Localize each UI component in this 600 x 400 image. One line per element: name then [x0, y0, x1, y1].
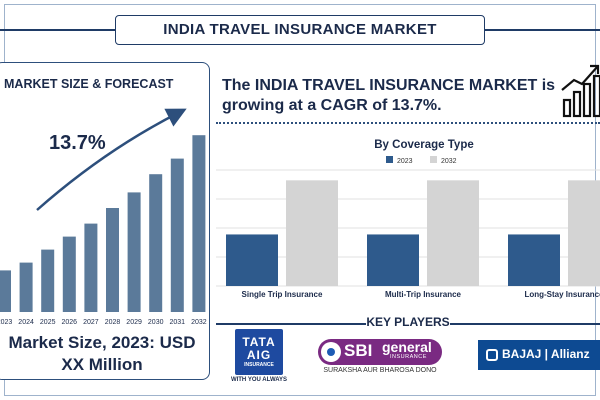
forecast-bar: [106, 208, 119, 312]
forecast-heading: MARKET SIZE & FORECAST: [4, 77, 174, 91]
forecast-year-label: 2031: [170, 319, 186, 326]
tata-logo-line-3: INSURANCE: [244, 362, 274, 368]
legend-label-2023: 2023: [397, 158, 413, 165]
coverage-legend: 2023 2032: [386, 156, 457, 165]
coverage-bar-chart: By Coverage Type 2023 2032 Single Trip I…: [216, 139, 600, 299]
coverage-bar-2023: [508, 234, 560, 286]
tata-tagline: WITH YOU ALWAYS: [230, 377, 288, 383]
forecast-bar: [0, 270, 11, 312]
forecast-bar: [19, 262, 33, 312]
forecast-year-label: 2026: [62, 319, 78, 326]
coverage-category-label: Long-Stay Insurance: [524, 290, 600, 299]
title-band: INDIA TRAVEL INSURANCE MARKET: [0, 12, 600, 48]
headline-text: The INDIA TRAVEL INSURANCE MARKET is gro…: [222, 77, 556, 114]
forecast-bar: [192, 135, 206, 312]
forecast-year-label: 2032: [191, 319, 207, 326]
market-size-line-1: Market Size, 2023: USD: [8, 333, 196, 352]
sbi-general-logo: SBI general INSURANCE SURAKSHA AUR BHARO…: [318, 336, 448, 380]
forecast-bar: [41, 249, 55, 312]
coverage-bar-2032: [427, 180, 479, 286]
coverage-category-label: Multi-Trip Insurance: [385, 290, 462, 299]
cagr-annotation: 13.7%: [49, 132, 106, 154]
tata-logo-line-1: TATA: [242, 335, 276, 349]
headline-divider: [216, 122, 600, 124]
page-title: INDIA TRAVEL INSURANCE MARKET: [115, 15, 485, 45]
forecast-year-label: 2029: [126, 319, 142, 326]
key-players-rule-left: [216, 323, 366, 325]
growth-bars-icon: [561, 64, 600, 118]
tata-aig-mark: TATA AIG INSURANCE: [235, 329, 283, 375]
sbi-keyhole-icon: [321, 342, 341, 362]
coverage-chart-title: By Coverage Type: [374, 139, 474, 151]
forecast-bar: [127, 192, 141, 312]
forecast-bar: [84, 223, 98, 312]
tata-aig-logo: TATA AIG INSURANCE WITH YOU ALWAYS: [228, 326, 290, 388]
forecast-year-label: 2024: [18, 319, 34, 326]
sbi-logo-pill: SBI general INSURANCE: [318, 339, 442, 365]
legend-swatch-2032: [430, 156, 437, 163]
forecast-bar: [149, 174, 163, 312]
forecast-bar-chart: 2023 2024 2025 2026 2027 2028 2029 2030 2031 2032: [0, 108, 207, 326]
market-size-text: Market Size, 2023: USD XX Million: [0, 332, 212, 376]
market-size-line-2: XX Million: [61, 355, 143, 374]
forecast-year-label: 2025: [40, 319, 56, 326]
sbi-tagline: SURAKSHA AUR BHAROSA DONO: [323, 367, 437, 374]
growth-arrow-icon: [36, 108, 187, 211]
sbi-logo-sub: INSURANCE: [390, 354, 427, 360]
sbi-logo-word: general: [382, 339, 432, 355]
coverage-category-label: Single Trip Insurance: [242, 290, 323, 299]
forecast-year-label: 2028: [105, 319, 121, 326]
key-players-title: KEY PLAYERS: [366, 315, 450, 329]
forecast-year-label: 2030: [148, 319, 164, 326]
tata-logo-line-2: AIG: [246, 348, 272, 362]
sbi-logo-name: SBI: [344, 341, 373, 360]
bajaj-logo-text: BAJAJ | Allianz: [502, 347, 590, 361]
forecast-bar: [62, 236, 76, 312]
coverage-bar-2023: [226, 234, 278, 286]
coverage-bar-2032: [568, 180, 600, 286]
forecast-bar: [170, 158, 184, 312]
coverage-bar-2032: [286, 180, 338, 286]
bajaj-allianz-logo: BAJAJ | Allianz: [478, 340, 600, 370]
forecast-year-label: 2027: [83, 319, 99, 326]
bajaj-mark-icon: [486, 349, 498, 361]
legend-label-2032: 2032: [441, 158, 457, 165]
legend-swatch-2023: [386, 156, 393, 163]
coverage-bar-2023: [367, 234, 419, 286]
key-players-rule-right: [450, 323, 600, 325]
forecast-year-label: 2023: [0, 319, 12, 326]
